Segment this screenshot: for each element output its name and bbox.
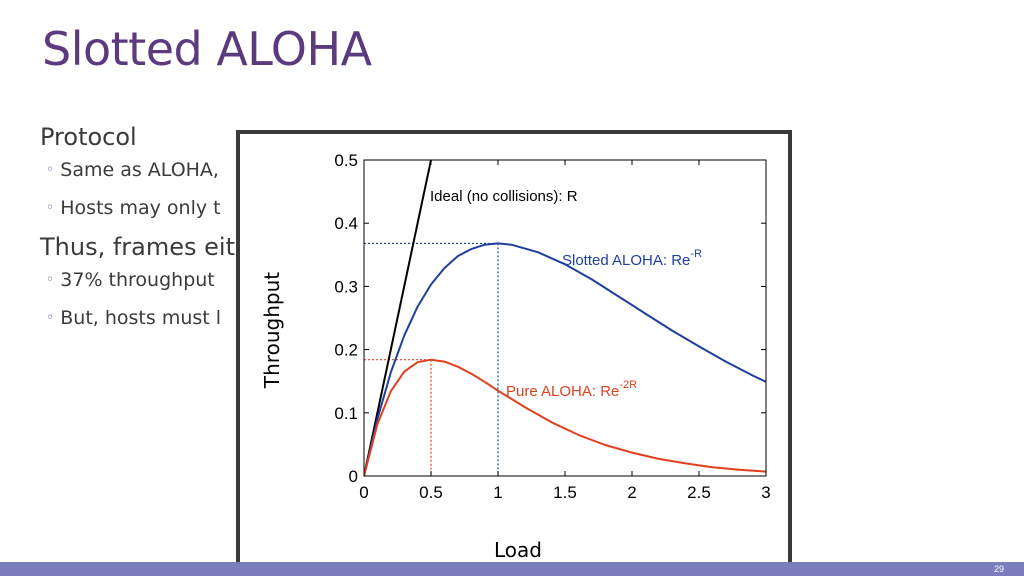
bullet-text: 37% throughput — [60, 269, 215, 291]
bullet-dot-icon: ◦ — [46, 162, 55, 178]
bullet-same-as-aloha: ◦ Same as ALOHA, — [46, 152, 235, 190]
series-label-text: Ideal (no collisions): R — [430, 188, 578, 205]
series-label-text: Slotted ALOHA: Re — [562, 252, 690, 269]
y-tick-label: 0 — [349, 467, 358, 486]
series-label-superscript: -2R — [619, 379, 637, 391]
bullet-text: But, hosts must l — [60, 307, 222, 329]
throughput-chart: 0 0.5 1 1.5 2 2.5 3 0 0.1 0.2 0.3 0.4 0.5 Ideal (no … — [334, 151, 770, 502]
bullet-dot-icon: ◦ — [46, 200, 55, 216]
axes: 0 0.5 1 1.5 2 2.5 3 0 0.1 0.2 0.3 0.4 0.5 — [334, 151, 770, 502]
x-tick-label: 3 — [761, 483, 770, 502]
bullet-protocol: Protocol — [40, 123, 137, 151]
series-label-superscript: -R — [690, 248, 702, 260]
ideal-series-label: Ideal (no collisions): R — [430, 188, 578, 205]
pure-aloha-series-line — [364, 358, 766, 476]
slotted-aloha-series-label: Slotted ALOHA: Re-R — [562, 248, 702, 269]
bullet-thus-frames: Thus, frames eit — [40, 233, 235, 261]
y-tick-label: 0.4 — [334, 214, 358, 233]
bullet-dot-icon: ◦ — [46, 310, 55, 326]
bullet-text: Same as ALOHA, — [60, 159, 219, 181]
y-axis-label: Throughput — [260, 271, 284, 389]
x-axis-label: Load — [494, 538, 542, 562]
chart-frame: 0 0.5 1 1.5 2 2.5 3 0 0.1 0.2 0.3 0.4 0.5 Ideal (no … — [236, 130, 792, 570]
y-tick-label: 0.3 — [334, 277, 358, 296]
x-tick-label: 1.5 — [553, 483, 577, 502]
bullet-37-throughput: ◦ 37% throughput — [46, 262, 235, 300]
slide-number: 29 — [993, 564, 1004, 574]
pure-aloha-series-label: Pure ALOHA: Re-2R — [506, 379, 637, 400]
x-tick-label: 0.5 — [419, 483, 443, 502]
x-tick-label: 2.5 — [687, 483, 711, 502]
bullet-dot-icon: ◦ — [46, 272, 55, 288]
ideal-series-line — [364, 160, 432, 476]
slotted-aloha-series-line — [364, 242, 766, 476]
x-tick-label: 2 — [627, 483, 636, 502]
bullet-hosts-must: ◦ But, hosts must l — [46, 300, 235, 338]
bullet-text: Hosts may only t — [60, 197, 221, 219]
x-tick-label: 0 — [359, 483, 368, 502]
annotations: Ideal (no collisions): R Slotted ALOHA: R… — [430, 188, 702, 400]
bullet-list: Protocol ◦ Same as ALOHA, ◦ Hosts may only… — [40, 122, 235, 338]
bullet-hosts-may-only: ◦ Hosts may only t — [46, 190, 235, 228]
series-label-text: Pure ALOHA: Re — [506, 383, 619, 400]
plot-area — [364, 160, 766, 476]
x-tick-label: 1 — [493, 483, 502, 502]
y-tick-label: 0.1 — [334, 404, 358, 423]
y-tick-label: 0.2 — [334, 341, 358, 360]
y-tick-label: 0.5 — [334, 151, 358, 170]
footer-bar — [0, 562, 1024, 576]
slide-title: Slotted ALOHA — [42, 22, 372, 76]
